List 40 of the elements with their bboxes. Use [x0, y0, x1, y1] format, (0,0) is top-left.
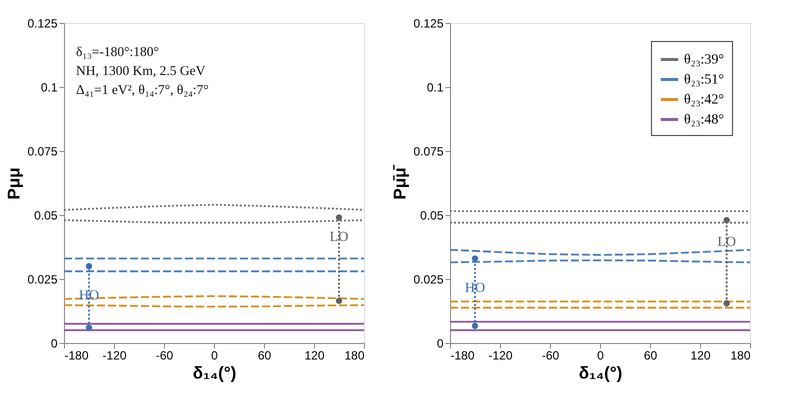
x-tick-label: -180 — [64, 348, 89, 362]
y-tick-label: 0.075 — [27, 144, 58, 158]
y-axis-title: Pμμ — [4, 167, 24, 200]
x-tick-label: 60 — [644, 348, 658, 362]
x-tick-label: -60 — [156, 348, 174, 362]
y-tick-label: 0.1 — [40, 80, 58, 94]
x-tick-label: -180 — [450, 348, 475, 362]
y-tick-label: 0.05 — [420, 208, 444, 222]
y-tick-label: 0.025 — [413, 272, 444, 286]
annotation: LO — [330, 230, 348, 245]
annotation: δ₁₃=-180°:180° — [76, 44, 159, 59]
x-tick-label: -120 — [102, 348, 127, 362]
legend-label: θ₂₃:39° — [684, 52, 724, 68]
x-tick-label: -60 — [542, 348, 560, 362]
y-tick-label: 0.075 — [413, 144, 444, 158]
annotation: HO — [464, 280, 486, 296]
annotation: Δ₄₁=1 eV², θ₁₄:7°, θ₂₄:7° — [76, 82, 209, 97]
y-tick-label: 0.1 — [426, 80, 444, 94]
annotation: LO — [717, 234, 736, 250]
y-tick-label: 0.125 — [27, 16, 58, 30]
x-tick-label: 180 — [730, 348, 751, 362]
y-tick-label: 0 — [50, 336, 58, 350]
x-tick-label: 180 — [344, 348, 365, 362]
y-tick-label: 0.05 — [34, 208, 58, 222]
x-tick-label: 120 — [690, 348, 711, 362]
x-tick-label: 0 — [211, 348, 218, 362]
legend-label: θ₂₃:51° — [684, 72, 724, 88]
x-axis-title: δ₁₄(°) — [192, 364, 236, 382]
x-tick-label: 120 — [304, 348, 325, 362]
x-axis-title: δ₁₄(°) — [578, 364, 622, 382]
x-tick-label: -120 — [488, 348, 513, 362]
annotation: NH, 1300 Km, 2.5 GeV — [76, 63, 206, 78]
legend-label: θ₂₃:48° — [684, 112, 724, 128]
x-tick-label: 60 — [258, 348, 272, 362]
x-tick-label: 0 — [597, 348, 604, 362]
y-tick-label: 0.025 — [27, 272, 58, 286]
y-tick-label: 0.125 — [413, 16, 444, 30]
legend-label: θ₂₃:42° — [684, 92, 724, 108]
y-axis-title: Pμ̄μ̄ — [390, 164, 410, 200]
y-tick-label: 0 — [436, 336, 444, 350]
